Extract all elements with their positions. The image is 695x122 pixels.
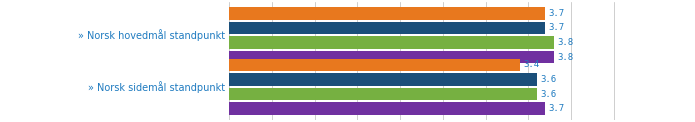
Text: 3.8: 3.8: [557, 52, 573, 61]
Bar: [229, 36, 554, 49]
Bar: [229, 21, 546, 34]
Text: 3.7: 3.7: [549, 9, 565, 18]
Bar: [229, 88, 537, 101]
Bar: [229, 7, 546, 20]
Text: 3.6: 3.6: [540, 90, 557, 99]
Text: 3.6: 3.6: [540, 75, 557, 84]
Bar: [229, 73, 537, 86]
Bar: [229, 102, 546, 115]
Bar: [229, 59, 520, 71]
Text: 3.8: 3.8: [557, 38, 573, 47]
Bar: [229, 51, 554, 63]
Text: 3.4: 3.4: [523, 61, 539, 70]
Text: » Norsk sidemål standpunkt: » Norsk sidemål standpunkt: [88, 81, 225, 93]
Text: 3.7: 3.7: [549, 23, 565, 32]
Text: 3.7: 3.7: [549, 104, 565, 113]
Text: » Norsk hovedmål standpunkt: » Norsk hovedmål standpunkt: [78, 29, 225, 41]
